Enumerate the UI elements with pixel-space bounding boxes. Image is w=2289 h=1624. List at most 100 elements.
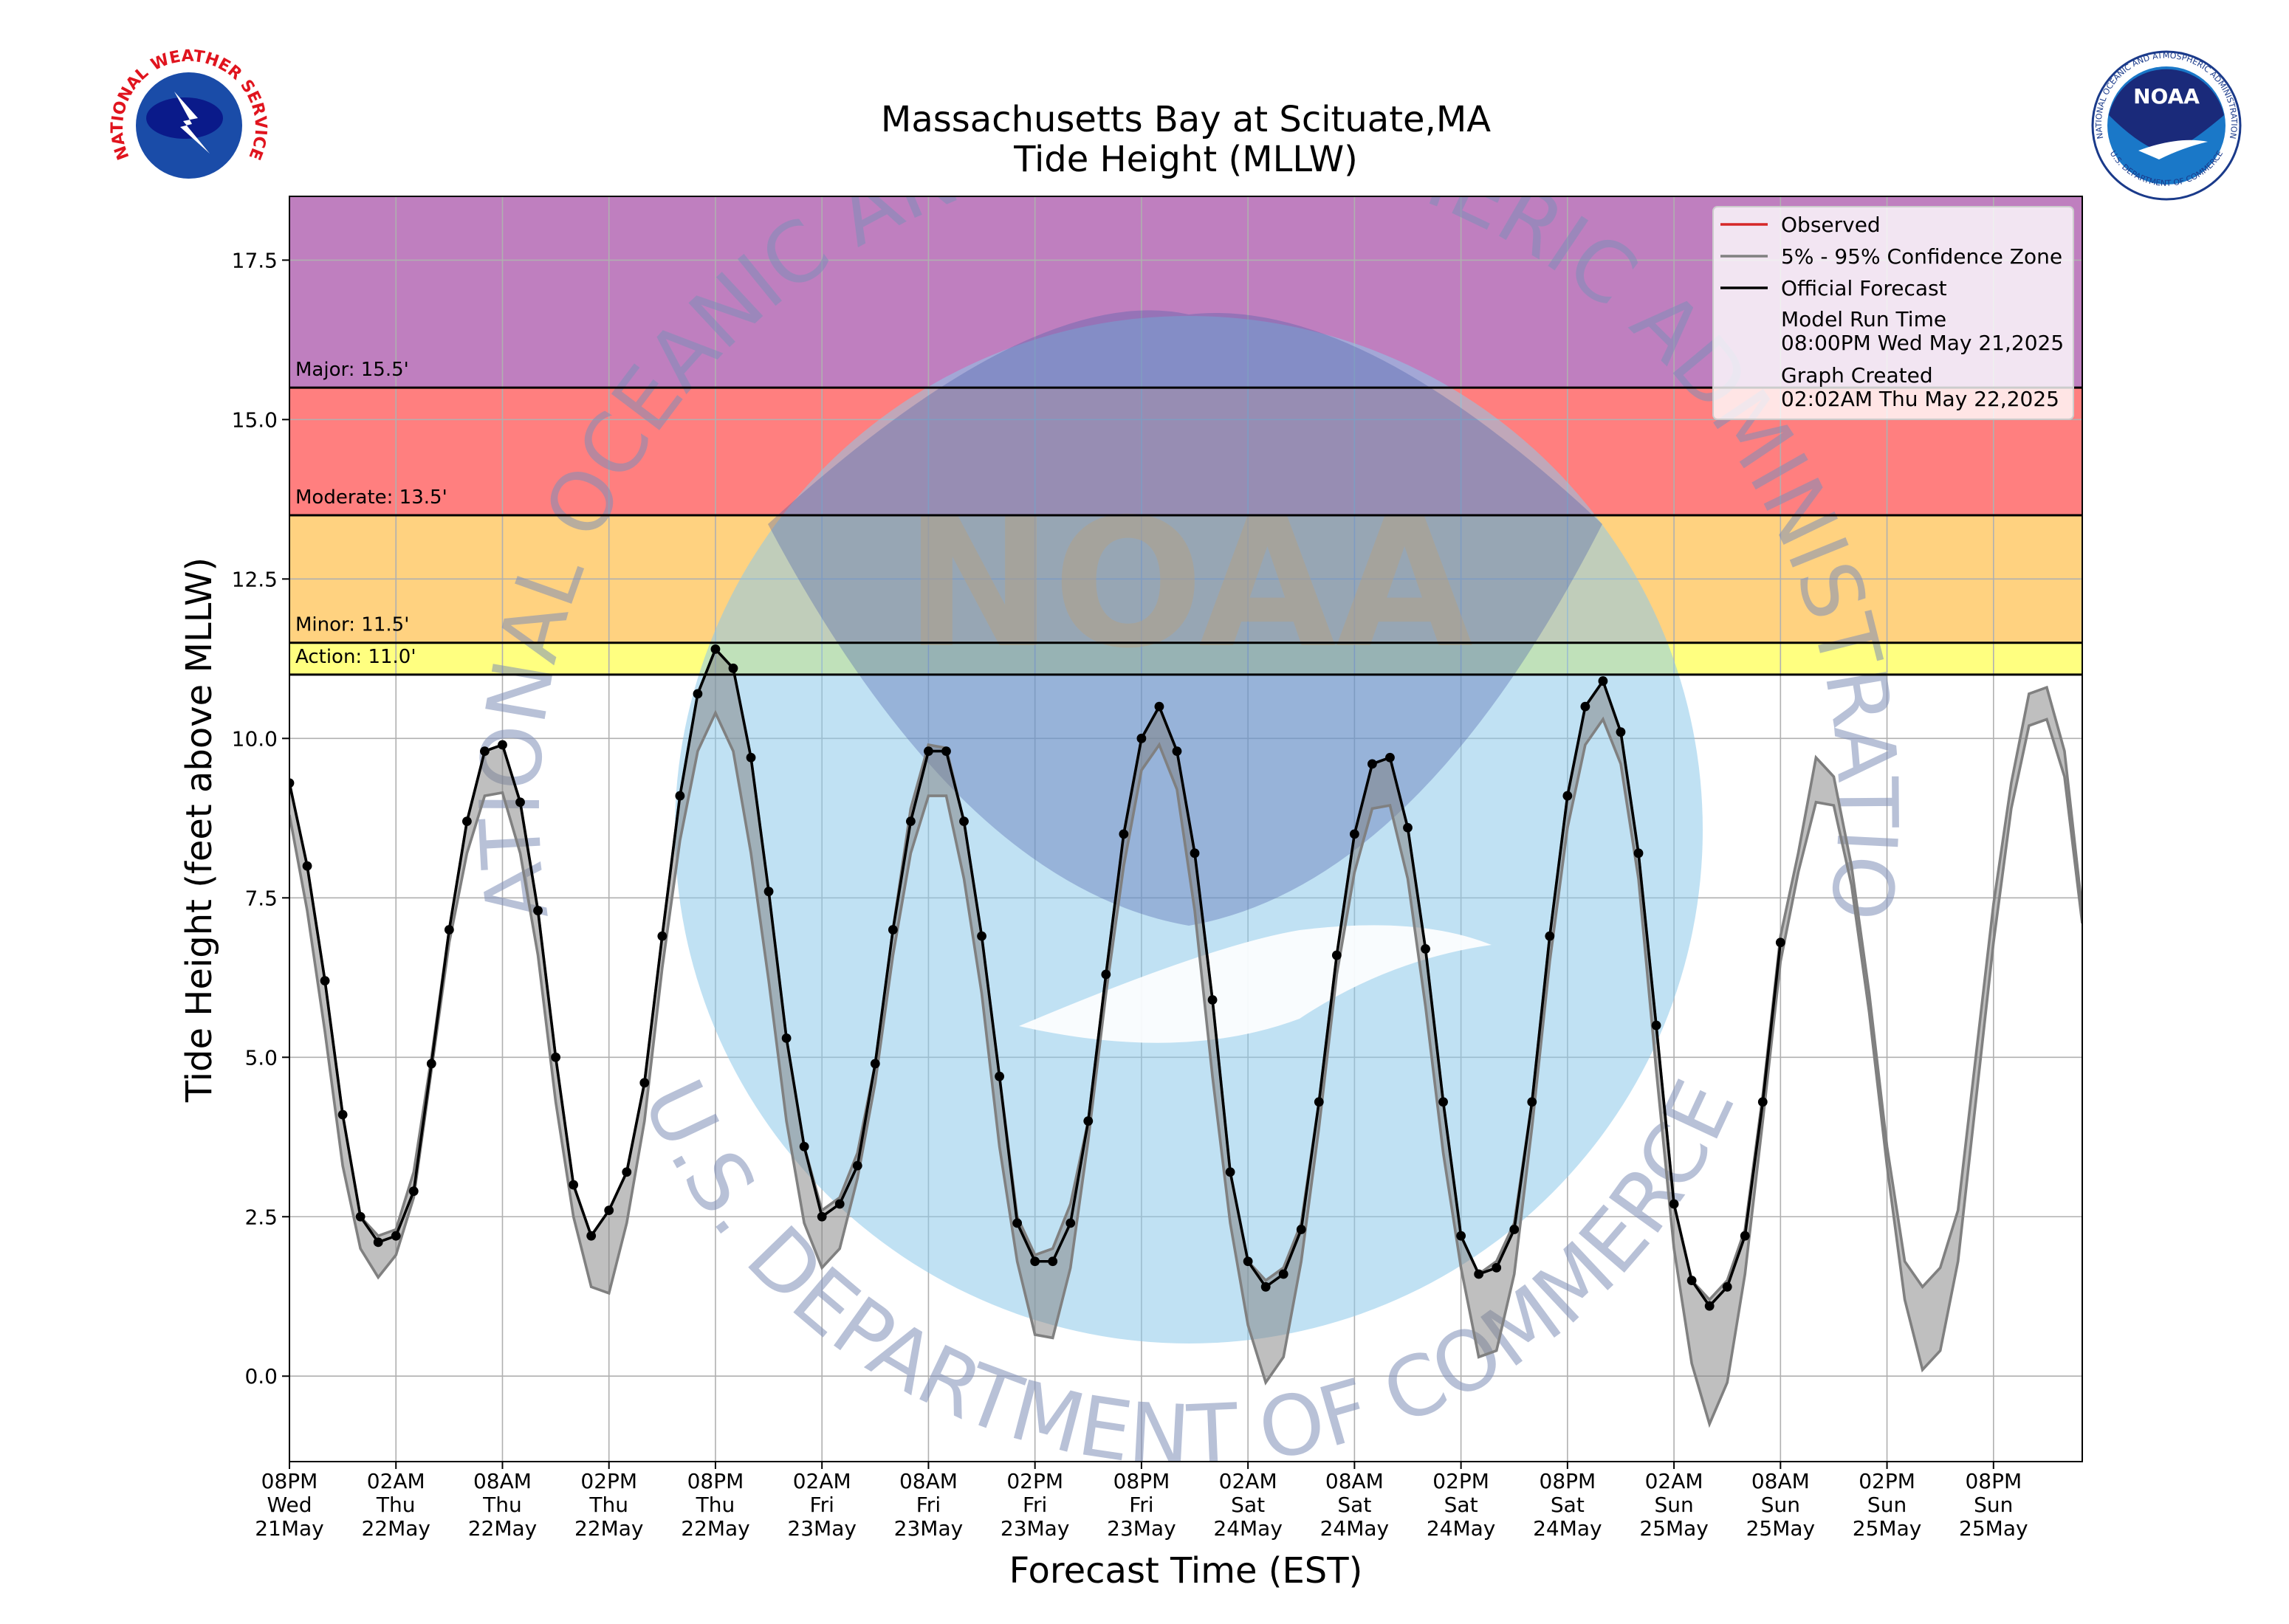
series-point xyxy=(1474,1269,1484,1279)
series-point xyxy=(977,931,986,941)
series-point xyxy=(461,816,472,827)
watermark-gull xyxy=(1019,925,1492,1043)
y-tick-label: 5.0 xyxy=(244,1045,278,1070)
series-point xyxy=(1669,1199,1679,1209)
series-point xyxy=(1030,1256,1040,1267)
series-point xyxy=(941,746,951,757)
series-point xyxy=(1438,1097,1448,1107)
threshold-label: Moderate: 13.5' xyxy=(295,486,447,509)
series-point xyxy=(675,791,685,801)
series-point xyxy=(1367,759,1377,769)
series-point xyxy=(569,1180,579,1190)
series-point xyxy=(1278,1269,1288,1279)
x-tick-label: 08PM Sun 25May xyxy=(1959,1469,2028,1541)
nws-logo: NATIONAL WEATHER SERVICE xyxy=(109,47,270,179)
y-tick-label: 12.5 xyxy=(232,567,278,591)
series-point xyxy=(289,778,295,788)
series-point xyxy=(1314,1097,1324,1107)
series-point xyxy=(302,861,312,871)
y-tick-label: 15.0 xyxy=(232,407,278,432)
series-point xyxy=(852,1160,862,1171)
series-point xyxy=(1616,727,1626,737)
series-point xyxy=(1012,1218,1023,1228)
x-tick-label: 08PM Thu 22May xyxy=(681,1469,750,1541)
series-point xyxy=(905,816,916,827)
chart-subtitle: Tide Height (MLLW) xyxy=(1013,139,1358,180)
x-tick-label: 02AM Sun 25May xyxy=(1639,1469,1709,1541)
x-tick-label: 02PM Fri 23May xyxy=(1001,1469,1070,1541)
series-point xyxy=(959,816,969,827)
x-tick-label: 02PM Thu 22May xyxy=(574,1469,644,1541)
series-layer xyxy=(289,644,2082,1428)
plot-frame xyxy=(289,196,2083,1462)
series-point xyxy=(1740,1231,1750,1241)
series-point xyxy=(710,644,721,654)
series-point xyxy=(870,1059,880,1069)
series-point xyxy=(817,1211,827,1222)
noaa-logo: NOAA NATIONAL OCEANIC AND ATMOSPHERIC AD… xyxy=(2091,50,2242,201)
series-point xyxy=(763,887,774,897)
legend-note-label: Graph Created xyxy=(1781,363,1933,388)
legend-note-label: Model Run Time xyxy=(1781,307,1946,331)
labels: Action: 11.0' Minor: 11.5' Moderate: 13.5'… xyxy=(232,248,2082,1541)
noaa-text: NOAA xyxy=(2133,84,2200,109)
x-tick-label: 02PM Sat 24May xyxy=(1427,1469,1496,1541)
legend-label: Official Forecast xyxy=(1781,276,1947,300)
series-point xyxy=(1686,1276,1697,1286)
series-point xyxy=(1331,950,1342,960)
x-tick-label: 02AM Sat 24May xyxy=(1213,1469,1283,1541)
legend: Observed 5% - 95% Confidence Zone Official… xyxy=(1712,206,2074,420)
series-point xyxy=(1207,995,1218,1005)
series-point xyxy=(1154,701,1164,712)
series-point xyxy=(1545,931,1555,941)
series-point xyxy=(373,1237,383,1248)
series-point xyxy=(355,1211,366,1222)
noaa-gull xyxy=(2138,140,2208,159)
series-point xyxy=(1048,1256,1058,1267)
series-point xyxy=(1172,746,1182,757)
y-tick-label: 10.0 xyxy=(232,726,278,751)
series-point xyxy=(924,746,933,757)
x-tick-label: 08AM Thu 22May xyxy=(468,1469,538,1541)
series-point xyxy=(408,1186,419,1197)
legend-note-value: 02:02AM Thu May 22,2025 xyxy=(1781,387,2059,411)
series-point xyxy=(391,1231,401,1241)
x-tick-label: 02AM Thu 22May xyxy=(361,1469,430,1541)
x-tick-label: 02PM Sun 25May xyxy=(1853,1469,1922,1541)
series-point xyxy=(320,976,330,986)
series-point xyxy=(1509,1225,1520,1234)
series-point xyxy=(834,1199,845,1209)
series-point xyxy=(1598,676,1608,686)
series-point xyxy=(799,1141,809,1152)
y-tick-label: 17.5 xyxy=(232,248,278,272)
series-point xyxy=(1633,848,1644,859)
series-point xyxy=(1243,1256,1253,1267)
x-tick-label: 08PM Fri 23May xyxy=(1107,1469,1176,1541)
legend-note-value: 08:00PM Wed May 21,2025 xyxy=(1781,331,2064,355)
series-point xyxy=(1349,829,1359,839)
series-point xyxy=(1722,1281,1732,1292)
series-point xyxy=(1119,829,1129,839)
watermark-center: NOAA xyxy=(905,481,1473,687)
series-point xyxy=(1527,1097,1537,1107)
y-axis-label: Tide Height (feet above MLLW) xyxy=(179,557,220,1103)
chart-title: Massachusetts Bay at Scituate,MA xyxy=(881,99,1491,140)
series-point xyxy=(622,1167,632,1177)
series-point xyxy=(1136,733,1147,743)
series-point xyxy=(781,1033,792,1043)
series-point xyxy=(604,1205,614,1216)
nws-cloud xyxy=(146,97,223,139)
series-point xyxy=(586,1231,597,1241)
threshold-label: Major: 15.5' xyxy=(295,359,409,381)
series-point xyxy=(498,740,507,750)
series-point xyxy=(533,906,543,915)
threshold-label: Minor: 11.5' xyxy=(295,614,409,636)
series-point xyxy=(639,1078,650,1088)
legend-label: 5% - 95% Confidence Zone xyxy=(1781,244,2062,269)
series-point xyxy=(657,931,668,941)
series-point xyxy=(1456,1231,1466,1241)
series-point xyxy=(1562,791,1573,801)
series-point xyxy=(1492,1262,1502,1273)
series-point xyxy=(1704,1301,1715,1311)
